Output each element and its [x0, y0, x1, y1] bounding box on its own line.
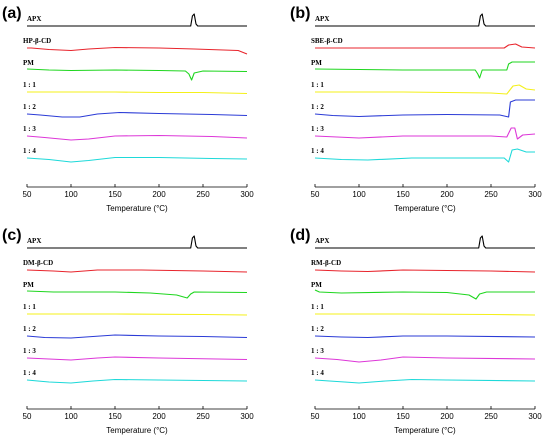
trace-hp-cd	[27, 46, 248, 55]
x-tick-label: 100	[64, 412, 78, 421]
trace-label-pm: PM	[23, 59, 34, 67]
trace-rm-cd	[314, 269, 536, 273]
trace-apx	[27, 13, 247, 27]
trace-dm-cd	[26, 269, 248, 273]
trace-1-3	[26, 134, 248, 141]
trace-label-dm-cd: DM-β-CD	[23, 259, 53, 267]
x-tick-label: 300	[528, 190, 542, 199]
trace-label-1-4: 1 : 4	[23, 147, 36, 155]
x-tick-label: 150	[108, 412, 122, 421]
panel-letter: (b)	[290, 5, 310, 22]
panel-c: (c) APX DM-β-CD PM 1 : 1 1 : 2 1 : 3 1 : 4 50 100…	[2, 227, 254, 435]
trace-label-apx: APX	[27, 15, 41, 23]
x-tick-label: 150	[396, 190, 410, 199]
trace-label-1-2: 1 : 2	[311, 103, 324, 111]
trace-label-hp-cd: HP-β-CD	[23, 37, 51, 45]
trace-label-1-4: 1 : 4	[311, 369, 324, 377]
trace-sbe-cd	[315, 43, 536, 49]
trace-pm	[314, 61, 535, 79]
x-tick-label: 50	[311, 190, 320, 199]
trace-label-pm: PM	[311, 59, 322, 67]
trace-label-apx: APX	[315, 237, 329, 245]
trace-1-4	[314, 378, 536, 384]
trace-label-1-1: 1 : 1	[311, 303, 324, 311]
x-tick-label: 200	[440, 190, 454, 199]
x-axis-title: Temperature (°C)	[394, 426, 456, 435]
trace-1-1	[27, 91, 248, 95]
panel-d: (d) APX RM-β-CD PM 1 : 1 1 : 2 1 : 3 1 : 4 50 100…	[290, 227, 542, 435]
trace-label-1-4: 1 : 4	[23, 369, 36, 377]
trace-pm	[314, 289, 535, 300]
x-tick-label: 50	[311, 412, 320, 421]
trace-label-1-2: 1 : 2	[23, 103, 36, 111]
trace-apx	[315, 235, 535, 249]
trace-label-pm: PM	[311, 281, 322, 289]
x-tick-label: 50	[23, 190, 32, 199]
trace-label-1-4: 1 : 4	[311, 147, 324, 155]
trace-label-1-2: 1 : 2	[311, 325, 324, 333]
x-axis-title: Temperature (°C)	[106, 426, 168, 435]
trace-1-3	[314, 127, 536, 140]
trace-label-1-3: 1 : 3	[23, 125, 36, 133]
x-tick-label: 150	[396, 412, 410, 421]
x-tick-label: 250	[484, 190, 498, 199]
trace-1-4	[26, 378, 248, 384]
trace-label-apx: APX	[315, 15, 329, 23]
trace-apx	[315, 13, 535, 27]
trace-apx	[27, 235, 247, 249]
trace-pm	[26, 290, 248, 299]
trace-label-rm-cd: RM-β-CD	[311, 259, 341, 267]
trace-label-1-1: 1 : 1	[23, 303, 36, 311]
trace-1-3	[26, 356, 248, 361]
x-tick-label: 200	[440, 412, 454, 421]
panel-letter: (a)	[2, 5, 22, 22]
x-tick-label: 300	[240, 412, 254, 421]
trace-1-1	[315, 84, 536, 95]
x-tick-label: 200	[152, 412, 166, 421]
trace-label-apx: APX	[27, 237, 41, 245]
trace-label-1-3: 1 : 3	[23, 347, 36, 355]
panel-letter: (c)	[2, 227, 22, 244]
trace-1-2	[26, 334, 248, 339]
trace-1-2	[26, 111, 248, 118]
panel-b: (b) APX SBE-β-CD PM 1 : 1 1 : 2 1 : 3 1 : 4 50 10…	[290, 5, 542, 213]
x-tick-label: 150	[108, 190, 122, 199]
trace-1-1	[27, 313, 248, 316]
x-tick-label: 50	[23, 412, 32, 421]
trace-label-pm: PM	[23, 281, 34, 289]
x-tick-label: 250	[196, 412, 210, 421]
x-tick-label: 250	[196, 190, 210, 199]
panel-a: (a) APX HP-β-CD PM 1 : 1 1 : 2 1 : 3 1 : 4 50 100…	[2, 5, 254, 213]
trace-label-1-3: 1 : 3	[311, 125, 324, 133]
x-axis-title: Temperature (°C)	[106, 204, 168, 213]
panel-letter: (d)	[290, 227, 310, 244]
x-tick-label: 100	[352, 412, 366, 421]
trace-1-2	[314, 335, 536, 339]
trace-label-1-1: 1 : 1	[311, 81, 324, 89]
trace-label-1-1: 1 : 1	[23, 81, 36, 89]
trace-1-4	[314, 148, 535, 163]
trace-1-4	[26, 156, 248, 163]
x-tick-label: 100	[64, 190, 78, 199]
trace-1-3	[314, 356, 536, 363]
trace-label-1-2: 1 : 2	[23, 325, 36, 333]
x-tick-label: 300	[240, 190, 254, 199]
trace-pm	[26, 68, 248, 81]
trace-1-1	[315, 313, 536, 316]
x-tick-label: 200	[152, 190, 166, 199]
x-tick-label: 300	[528, 412, 542, 421]
x-tick-label: 250	[484, 412, 498, 421]
trace-label-1-3: 1 : 3	[311, 347, 324, 355]
x-axis-title: Temperature (°C)	[394, 204, 456, 213]
trace-label-sbe-cd: SBE-β-CD	[311, 37, 343, 45]
trace-1-2	[314, 99, 535, 118]
x-tick-label: 100	[352, 190, 366, 199]
